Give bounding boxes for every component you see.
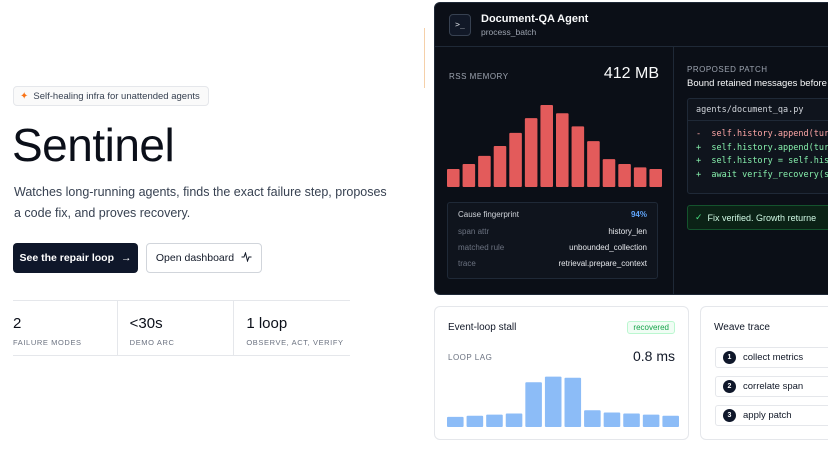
code-file-path: agents/document_qa.py — [688, 99, 828, 121]
fingerprint-row: matched rule unbounded_collection — [458, 243, 647, 252]
memory-bar — [524, 118, 538, 187]
lag-bar — [662, 415, 679, 427]
agent-subtitle: process_batch — [481, 26, 537, 37]
step-number: 3 — [723, 409, 736, 422]
memory-bar — [649, 168, 662, 187]
lag-bar — [564, 377, 582, 427]
lag-bar — [642, 414, 660, 427]
status-badge: recovered — [627, 321, 675, 334]
hero-subtitle: Watches long-running agents, finds the e… — [14, 185, 387, 220]
patch-title: Bound retained messages before — [687, 78, 827, 89]
trace-step[interactable]: 2 correlate span — [715, 376, 828, 397]
diff-line-added: + self.history.append(turn) — [696, 142, 828, 153]
memory-bar — [556, 113, 569, 187]
lag-bar — [525, 382, 542, 427]
open-dashboard-button[interactable]: Open dashboard — [146, 243, 262, 273]
memory-bar — [587, 141, 600, 187]
trace-step[interactable]: 3 apply patch — [715, 405, 828, 426]
loop-lag-value: 0.8 ms — [632, 348, 675, 364]
fingerprint-key: span attr — [458, 227, 490, 236]
fix-verified-banner: ✓ Fix verified. Growth returne — [687, 205, 828, 230]
event-loop-title: Event-loop stall — [448, 322, 517, 333]
stat-label: OBSERVE, ACT, VERIFY — [246, 338, 344, 347]
activity-icon — [241, 250, 252, 265]
cause-fingerprint: Cause fingerprint 94% span attr history_… — [447, 202, 658, 279]
event-loop-card: Event-loop stall recovered LOOP LAG 0.8 … — [434, 306, 689, 440]
fingerprint-row: span attr history_len — [458, 227, 647, 236]
lag-bar — [623, 413, 640, 427]
memory-bar — [478, 155, 491, 187]
diff-line-added: + self.history = self.histo — [696, 156, 828, 166]
diff-line-removed: - self.history.append(turn) — [696, 129, 828, 139]
stat-failure-modes: 2 FAILURE MODES — [13, 301, 117, 355]
fingerprint-title: Cause fingerprint — [458, 210, 519, 219]
agent-title: Document-QA Agent — [481, 12, 589, 25]
memory-value: 412 MB — [603, 65, 659, 82]
memory-bar — [571, 126, 585, 187]
stat-label: DEMO ARC — [129, 338, 175, 347]
loop-lag-bar-chart — [447, 376, 679, 427]
lag-bar — [466, 415, 484, 427]
stat-value: <30s — [129, 315, 163, 332]
see-repair-loop-label: See the repair loop — [19, 252, 115, 264]
memory-bar — [509, 132, 522, 187]
stat-label: FAILURE MODES — [13, 338, 82, 347]
fingerprint-value: retrieval.prepare_context — [558, 259, 648, 268]
see-repair-loop-button[interactable]: See the repair loop → — [13, 243, 138, 273]
fingerprint-value: history_len — [608, 227, 647, 236]
lag-bar — [505, 413, 523, 427]
memory-bar — [540, 105, 553, 187]
step-number: 2 — [723, 380, 736, 393]
diff-line-added: + await verify_recovery(sig — [696, 169, 828, 180]
memory-bar — [447, 168, 460, 187]
check-icon: ✓ — [695, 212, 703, 222]
step-label: correlate span — [743, 381, 804, 392]
fingerprint-key: matched rule — [458, 243, 505, 252]
open-dashboard-label: Open dashboard — [155, 252, 235, 264]
stat-value: 1 loop — [246, 315, 288, 332]
patch-section: PROPOSED PATCH Bound retained messages b… — [687, 47, 828, 294]
fix-verified-text: Fix verified. Growth returne — [707, 212, 817, 223]
weave-trace-card: Weave trace 1 collect metrics 2 correlat… — [700, 306, 828, 440]
sparkle-icon: ✦ — [20, 90, 29, 102]
step-label: apply patch — [743, 410, 792, 421]
loop-lag-label: LOOP LAG — [448, 353, 493, 362]
trace-step[interactable]: 1 collect metrics — [715, 347, 828, 368]
arrow-right-icon: → — [121, 252, 132, 264]
agent-panel: >_ Document-QA Agent process_batch RSS M… — [434, 2, 828, 295]
memory-bar-chart — [447, 105, 662, 187]
stat-value: 2 — [13, 315, 22, 332]
stat-demo-arc: <30s DEMO ARC — [116, 301, 234, 355]
lag-bar — [603, 412, 621, 427]
memory-bar — [493, 146, 507, 187]
lag-bar — [486, 414, 503, 427]
step-label: collect metrics — [743, 352, 804, 363]
weave-trace-title: Weave trace — [714, 322, 770, 333]
stats-row: 2 FAILURE MODES <30s DEMO ARC 1 loop OBS… — [13, 300, 350, 356]
memory-bar — [618, 164, 631, 187]
lag-bar — [447, 416, 464, 427]
patch-label: PROPOSED PATCH — [687, 65, 768, 74]
lag-bar — [544, 376, 562, 427]
accent-divider — [424, 28, 425, 88]
fingerprint-row: trace retrieval.prepare_context — [458, 259, 647, 268]
fingerprint-value: unbounded_collection — [569, 243, 647, 252]
hero-badge-label: Self-healing infra for unattended agents — [33, 90, 200, 102]
fingerprint-confidence: 94% — [630, 210, 647, 219]
agent-header: >_ Document-QA Agent process_batch — [435, 3, 828, 47]
memory-label: RSS MEMORY — [449, 72, 509, 81]
step-number: 1 — [723, 351, 736, 364]
memory-section: RSS MEMORY 412 MB Cause fingerprint 94% … — [435, 47, 674, 294]
terminal-icon: >_ — [449, 13, 471, 36]
hero-title: Sentinel — [12, 119, 175, 171]
stat-loop: 1 loop OBSERVE, ACT, VERIFY — [233, 301, 350, 355]
memory-bar — [602, 159, 616, 187]
code-diff: agents/document_qa.py - self.history.app… — [687, 98, 828, 194]
hero-badge: ✦ Self-healing infra for unattended agen… — [13, 86, 209, 106]
lag-bar — [584, 410, 601, 427]
memory-bar — [633, 167, 647, 187]
memory-bar — [462, 164, 476, 187]
fingerprint-key: trace — [458, 259, 476, 268]
